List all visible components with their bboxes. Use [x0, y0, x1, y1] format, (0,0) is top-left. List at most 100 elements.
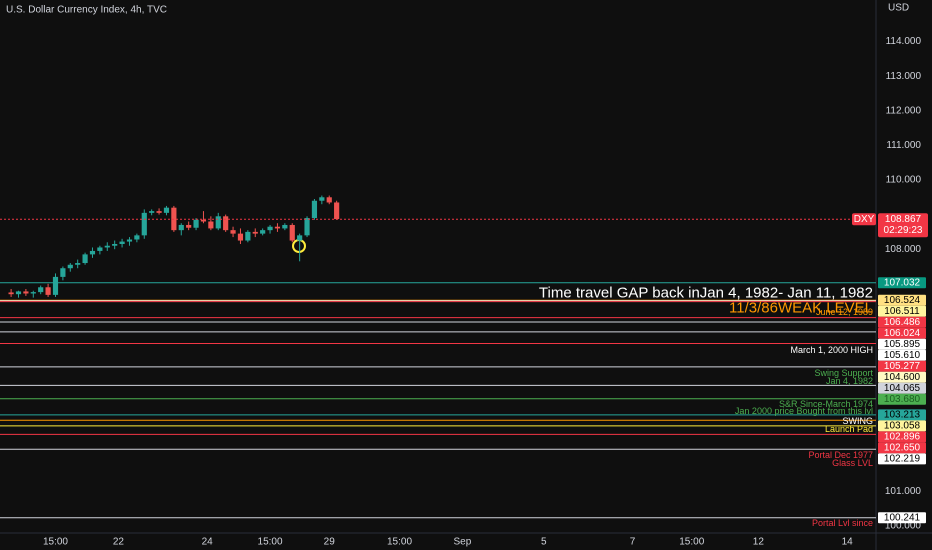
- candle-body: [215, 216, 221, 229]
- candle-body: [237, 233, 244, 241]
- level-price-label: 102.219: [884, 454, 921, 465]
- level-price-box: [878, 360, 926, 372]
- level-price-label: 106.511: [884, 306, 920, 317]
- level-price-box: [878, 420, 926, 432]
- level-price-label: 104.600: [884, 372, 921, 383]
- candle-body: [89, 250, 96, 255]
- candle-body: [8, 292, 14, 295]
- level-price-box: [878, 409, 926, 421]
- candle-body: [156, 211, 162, 213]
- candle-body: [23, 291, 29, 294]
- candle-body: [112, 244, 118, 246]
- x-tick-label: 24: [202, 537, 214, 548]
- level-note: Portal Lvl since: [812, 518, 873, 528]
- candle-body: [126, 239, 133, 242]
- candle-body: [67, 264, 73, 269]
- candle-body: [178, 224, 184, 231]
- candle-body: [245, 231, 251, 241]
- candle-body: [134, 235, 140, 240]
- level-price-box: [878, 453, 926, 465]
- level-price-box: [878, 512, 926, 524]
- candle-body: [267, 226, 273, 231]
- candle-body: [186, 224, 192, 228]
- y-tick-label: 101.000: [885, 486, 922, 497]
- candle-body: [230, 230, 236, 234]
- level-price-label: 104.065: [884, 383, 921, 394]
- y-tick-label: 110.000: [886, 175, 922, 186]
- candle-body: [200, 219, 207, 222]
- candle-body: [297, 235, 303, 241]
- level-note: Launch Pad: [825, 424, 873, 434]
- level-note: Jan 2000 price Bought from this lvl: [735, 406, 873, 416]
- level-price-box: [878, 327, 926, 339]
- x-tick-label: 15:00: [387, 537, 412, 548]
- level-note: June 12, 1989: [816, 307, 873, 317]
- last-price-label: 108.867: [885, 214, 922, 225]
- x-tick-label: 15:00: [258, 537, 283, 548]
- y-tick-label: 114.000: [886, 36, 922, 47]
- x-tick-label: 29: [324, 537, 336, 548]
- candle-body: [149, 211, 155, 213]
- level-price-box: [878, 442, 926, 454]
- level-price-box: [878, 294, 926, 306]
- level-note: Swing Support: [814, 368, 873, 378]
- candle-body: [30, 292, 36, 294]
- level-price-label: 103.058: [884, 421, 921, 432]
- candle-body: [60, 268, 66, 277]
- candle-body: [75, 263, 81, 265]
- level-price-label: 103.680: [884, 394, 921, 405]
- candle-body: [334, 202, 340, 220]
- candle-body: [311, 200, 318, 219]
- x-tick-label: 7: [630, 537, 636, 548]
- candle-body: [52, 276, 59, 295]
- x-tick-label: 22: [113, 537, 125, 548]
- candle-body: [304, 218, 310, 236]
- level-price-label: 106.024: [884, 328, 921, 339]
- chart-title: U.S. Dollar Currency Index, 4h, TVC: [6, 5, 167, 16]
- y-tick-label: 111.000: [886, 140, 921, 151]
- candle-body: [119, 241, 125, 245]
- level-price-label: 105.895: [884, 339, 921, 350]
- axis-unit: USD: [888, 3, 909, 14]
- level-price-label: 105.610: [884, 350, 921, 361]
- level-price-box: [878, 338, 926, 350]
- level-note: March 1, 2000 HIGH: [790, 345, 873, 355]
- candle-body: [289, 224, 295, 241]
- x-tick-label: 15:00: [679, 537, 704, 548]
- candle-body: [223, 216, 229, 231]
- level-note: S&R Since-March 1974: [779, 399, 873, 409]
- x-tick-label: 14: [842, 537, 854, 548]
- level-price-box: [878, 393, 926, 405]
- candle-body: [104, 245, 110, 248]
- level-price-label: 105.277: [884, 361, 921, 372]
- candle-body: [193, 219, 199, 228]
- headline-note: Time travel GAP back inJan 4, 1982- Jan …: [539, 284, 873, 301]
- level-price-label: 106.524: [884, 295, 921, 306]
- candle-body: [97, 247, 103, 251]
- level-price-box: [878, 349, 926, 361]
- last-price-box: [878, 213, 928, 238]
- candle-body: [252, 231, 258, 234]
- candle-body: [38, 287, 44, 293]
- candle-body: [45, 287, 51, 295]
- candle-body: [319, 197, 325, 201]
- level-note: Glass LVL: [832, 458, 873, 468]
- candle-body: [282, 224, 288, 229]
- candle-body: [208, 221, 214, 229]
- level-price-label: 100.241: [884, 512, 921, 523]
- headline-note: 11/3/86WEAK LEVEL: [729, 300, 873, 317]
- candle-body: [15, 291, 22, 295]
- symbol-label: DXY: [854, 214, 875, 225]
- x-tick-label: Sep: [454, 537, 472, 548]
- level-price-box: [878, 305, 926, 317]
- candle-body: [163, 207, 170, 213]
- level-price-box: [878, 316, 926, 328]
- highlight-circle: [292, 239, 306, 253]
- x-tick-label: 5: [541, 537, 547, 548]
- level-price-label: 102.896: [884, 432, 921, 443]
- symbol-box: [852, 213, 876, 226]
- y-tick-label: 113.000: [886, 71, 922, 82]
- candle-body: [274, 226, 281, 229]
- level-price-label: 106.486: [884, 317, 921, 328]
